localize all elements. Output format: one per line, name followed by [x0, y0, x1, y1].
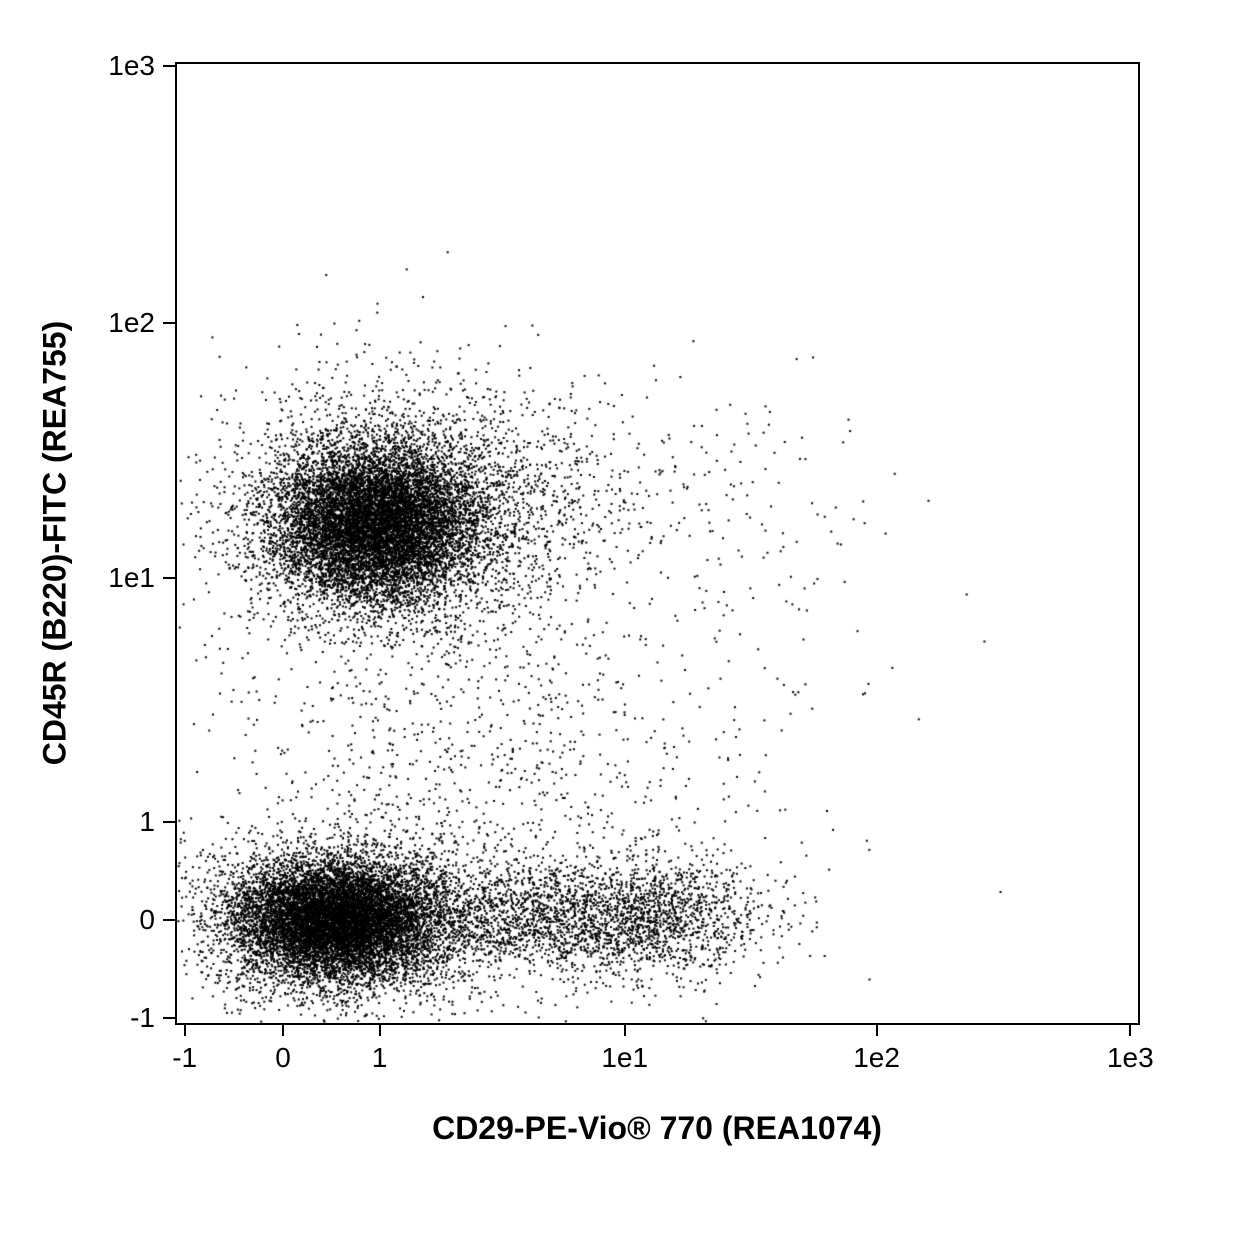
y-tick-label: -1	[130, 1002, 155, 1034]
x-tick-mark	[875, 1025, 878, 1036]
y-tick-mark	[163, 919, 175, 922]
x-tick-label: 1e3	[1106, 1042, 1154, 1073]
x-tick-label: 1e2	[853, 1042, 900, 1073]
y-tick-label: 0	[139, 904, 155, 936]
x-tick-mark	[623, 1025, 626, 1036]
y-tick-label: 1e2	[108, 306, 155, 338]
y-tick-mark	[163, 577, 175, 580]
x-tick-label: -1	[172, 1042, 198, 1073]
scatter-canvas	[177, 64, 1138, 1023]
x-tick-label: 1e1	[601, 1042, 649, 1073]
y-tick-mark	[163, 1017, 175, 1020]
y-tick-label: 1	[139, 805, 155, 837]
x-tick-mark	[183, 1025, 186, 1036]
x-tick-mark	[378, 1025, 381, 1036]
x-tick-label: 0	[275, 1042, 291, 1073]
y-tick-label: 1e3	[108, 49, 155, 81]
plot-frame	[175, 62, 1140, 1025]
x-tick-mark	[1129, 1025, 1132, 1036]
y-tick-mark	[163, 64, 175, 67]
y-tick-label: 1e1	[108, 562, 155, 594]
x-axis-label: CD29-PE-Vio® 770 (REA1074)	[432, 1110, 882, 1146]
y-tick-mark	[163, 321, 175, 324]
y-tick-mark	[163, 820, 175, 823]
x-tick-mark	[282, 1025, 285, 1036]
x-tick-label: 1	[371, 1042, 388, 1073]
y-axis-label: CD45R (B220)-FITC (REA755)	[36, 320, 73, 766]
